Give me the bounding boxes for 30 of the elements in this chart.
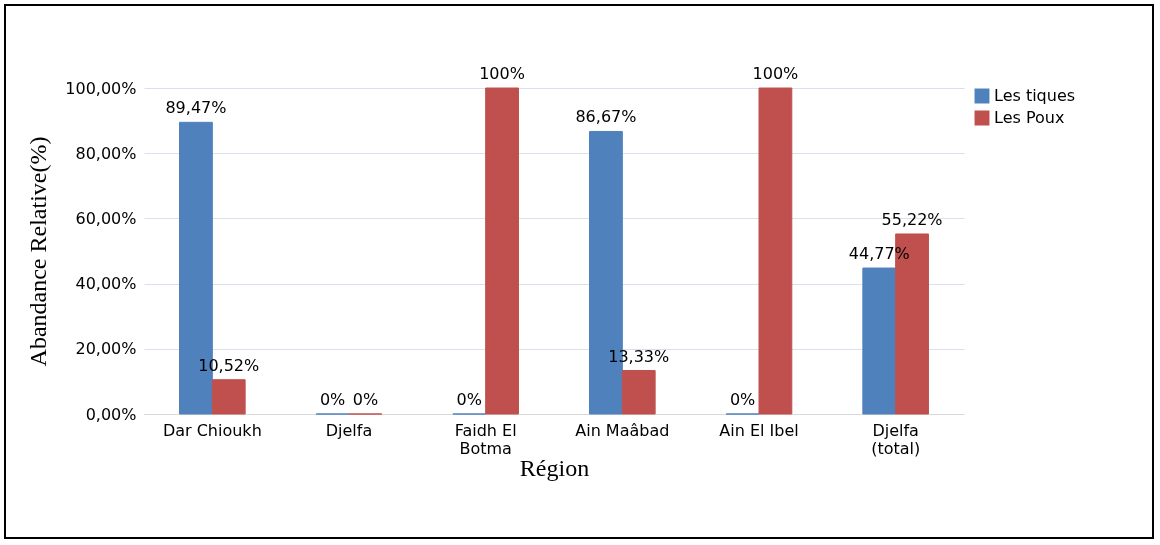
x-tick-label: Djelfa bbox=[325, 420, 373, 440]
y-tick-label: 100,00% bbox=[65, 78, 137, 98]
y-tick-label: 20,00% bbox=[75, 339, 137, 359]
x-tick-label: Dar Chioukh bbox=[162, 420, 262, 440]
x-tick-label: Ain Maâbad bbox=[575, 420, 670, 440]
bar bbox=[758, 87, 793, 415]
x-tick-label: Ain El Ibel bbox=[719, 420, 799, 440]
data-label: 0% bbox=[729, 390, 756, 409]
y-axis-title: Abandance Relative(%) bbox=[25, 136, 52, 367]
legend-label: Les tiques bbox=[994, 86, 1076, 105]
bar bbox=[485, 87, 519, 415]
bar bbox=[211, 379, 246, 415]
data-label: 0% bbox=[352, 390, 379, 409]
legend-label: Les Poux bbox=[994, 108, 1065, 127]
data-label: 0% bbox=[456, 390, 482, 409]
data-label: 55,22% bbox=[881, 209, 943, 229]
bar bbox=[862, 267, 897, 415]
data-label: 100% bbox=[479, 64, 525, 83]
x-tick-label: Djelfa (total) bbox=[871, 420, 921, 458]
x-axis-title: Région bbox=[519, 454, 590, 481]
y-tick-label: 40,00% bbox=[75, 274, 137, 294]
bar bbox=[621, 370, 656, 415]
y-tick-label: 80,00% bbox=[75, 143, 137, 163]
y-tick-label: 60,00% bbox=[75, 208, 137, 228]
x-tick-label: Faidh El Botma bbox=[454, 420, 517, 458]
y-tick-label: 0,00% bbox=[85, 404, 137, 424]
data-label: 86,67% bbox=[575, 107, 637, 127]
data-label: 0% bbox=[319, 390, 346, 409]
data-label: 89,47% bbox=[165, 98, 227, 118]
data-label: 100% bbox=[752, 64, 799, 83]
